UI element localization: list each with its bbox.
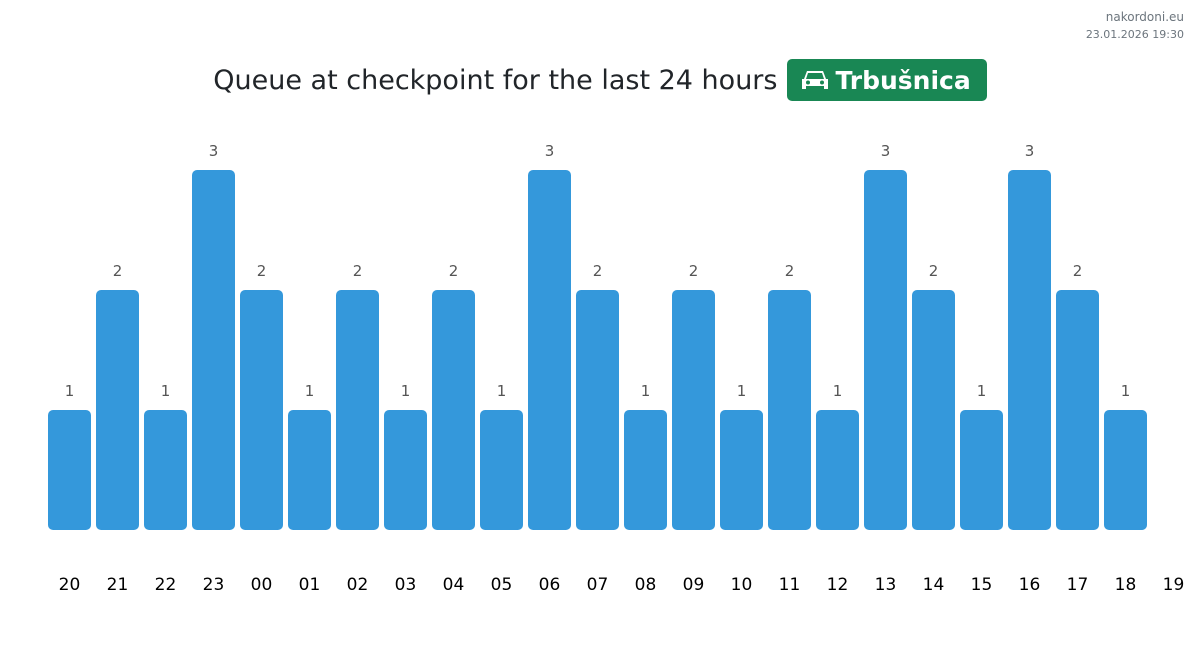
value-label: 3 bbox=[881, 142, 891, 160]
value-label: 1 bbox=[161, 382, 171, 400]
value-label: 1 bbox=[737, 382, 747, 400]
x-tick-label: 19 bbox=[1163, 575, 1185, 595]
bar-22 bbox=[144, 410, 187, 530]
bar-02 bbox=[336, 290, 379, 530]
x-tick-label: 04 bbox=[443, 575, 465, 595]
bar-18 bbox=[1104, 410, 1147, 530]
x-tick-label: 22 bbox=[155, 575, 177, 595]
x-tick-label: 02 bbox=[347, 575, 369, 595]
value-label: 2 bbox=[785, 262, 795, 280]
x-tick-label: 11 bbox=[779, 575, 801, 595]
x-tick-label: 14 bbox=[923, 575, 945, 595]
bar-05 bbox=[480, 410, 523, 530]
value-label: 2 bbox=[449, 262, 459, 280]
x-tick-label: 05 bbox=[491, 575, 513, 595]
bar-11 bbox=[768, 290, 811, 530]
bar-17 bbox=[1056, 290, 1099, 530]
bar-03 bbox=[384, 410, 427, 530]
bar-08 bbox=[624, 410, 667, 530]
x-tick-label: 09 bbox=[683, 575, 705, 595]
value-label: 1 bbox=[1121, 382, 1131, 400]
x-tick-label: 01 bbox=[299, 575, 321, 595]
bar-13 bbox=[864, 170, 907, 530]
x-tick-label: 07 bbox=[587, 575, 609, 595]
bar-09 bbox=[672, 290, 715, 530]
value-label: 2 bbox=[353, 262, 363, 280]
value-label: 3 bbox=[1025, 142, 1035, 160]
value-label: 2 bbox=[689, 262, 699, 280]
bar-21 bbox=[96, 290, 139, 530]
bar-20 bbox=[48, 410, 91, 530]
bar-15 bbox=[960, 410, 1003, 530]
value-label: 2 bbox=[257, 262, 267, 280]
chart-title: Queue at checkpoint for the last 24 hour… bbox=[213, 64, 778, 96]
site-info: nakordoni.eu 23.01.2026 19:30 bbox=[1086, 9, 1184, 43]
x-tick-label: 18 bbox=[1115, 575, 1137, 595]
x-tick-label: 10 bbox=[731, 575, 753, 595]
x-tick-label: 16 bbox=[1019, 575, 1041, 595]
checkpoint-badge: Trbušnica bbox=[787, 59, 987, 101]
x-tick-label: 12 bbox=[827, 575, 849, 595]
value-label: 2 bbox=[1073, 262, 1083, 280]
bar-14 bbox=[912, 290, 955, 530]
checkpoint-name: Trbušnica bbox=[835, 65, 971, 95]
timestamp: 23.01.2026 19:30 bbox=[1085, 28, 1184, 41]
x-tick-label: 06 bbox=[539, 575, 561, 595]
x-tick-label: 20 bbox=[59, 575, 81, 595]
x-tick-label: 21 bbox=[107, 575, 129, 595]
value-label: 1 bbox=[497, 382, 507, 400]
x-tick-label: 23 bbox=[203, 575, 225, 595]
bar-06 bbox=[528, 170, 571, 530]
value-label: 1 bbox=[833, 382, 843, 400]
x-tick-label: 00 bbox=[251, 575, 273, 595]
value-label: 2 bbox=[929, 262, 939, 280]
car-icon bbox=[802, 71, 829, 89]
bar-23 bbox=[192, 170, 235, 530]
bar-04 bbox=[432, 290, 475, 530]
x-tick-label: 03 bbox=[395, 575, 417, 595]
value-label: 1 bbox=[65, 382, 75, 400]
value-label: 2 bbox=[113, 262, 123, 280]
bar-01 bbox=[288, 410, 331, 530]
x-tick-label: 15 bbox=[971, 575, 993, 595]
x-tick-label: 13 bbox=[875, 575, 897, 595]
value-label: 3 bbox=[545, 142, 555, 160]
bar-07 bbox=[576, 290, 619, 530]
value-label: 1 bbox=[305, 382, 315, 400]
x-tick-label: 17 bbox=[1067, 575, 1089, 595]
value-label: 3 bbox=[209, 142, 219, 160]
bar-00 bbox=[240, 290, 283, 530]
chart-header: Queue at checkpoint for the last 24 hour… bbox=[0, 59, 1200, 101]
bar-16 bbox=[1008, 170, 1051, 530]
bar-10 bbox=[720, 410, 763, 530]
value-label: 2 bbox=[593, 262, 603, 280]
x-tick-label: 08 bbox=[635, 575, 657, 595]
value-label: 1 bbox=[641, 382, 651, 400]
bar-12 bbox=[816, 410, 859, 530]
value-label: 1 bbox=[401, 382, 411, 400]
value-label: 1 bbox=[977, 382, 987, 400]
site-name: nakordoni.eu bbox=[1105, 10, 1184, 24]
